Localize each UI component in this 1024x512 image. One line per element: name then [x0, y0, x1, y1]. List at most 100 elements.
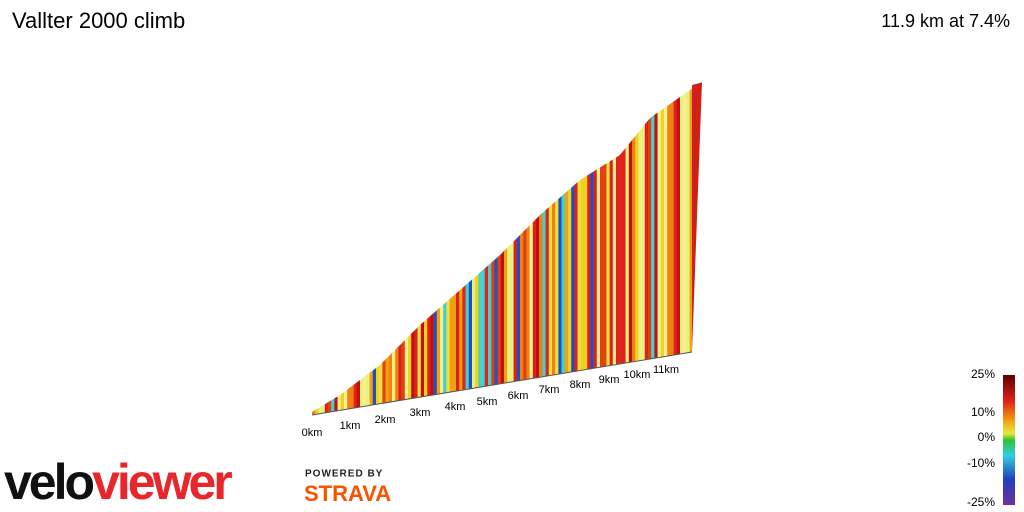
profile-stripe — [494, 256, 498, 385]
profile-stripe — [622, 147, 626, 364]
profile-stripe — [510, 241, 514, 383]
profile-stripe — [385, 356, 389, 403]
profile-stripe — [497, 254, 501, 385]
profile-stripe — [315, 407, 319, 415]
profile-stripe — [580, 177, 585, 371]
profile-stripe — [683, 92, 687, 354]
profile-stripe — [539, 212, 543, 378]
distance-label: 2km — [375, 414, 396, 426]
profile-stripe — [446, 298, 450, 393]
profile-stripe — [545, 207, 549, 377]
profile-stripe — [552, 201, 556, 376]
profile-stripe — [606, 161, 610, 367]
profile-stripe — [673, 99, 677, 356]
profile-stripe — [456, 290, 460, 392]
distance-label: 9km — [599, 374, 620, 386]
profile-stripe — [417, 324, 421, 398]
profile-stripe — [324, 402, 329, 413]
profile-stripe — [344, 389, 348, 410]
profile-stripe — [516, 234, 521, 382]
profile-stripe — [491, 259, 495, 386]
profile-stripe — [372, 367, 377, 405]
profile-stripe — [353, 382, 357, 409]
profile-stripe — [376, 365, 380, 405]
profile-stripe — [433, 310, 437, 395]
profile-stripe — [356, 379, 361, 408]
profile-stripe — [600, 165, 604, 368]
profile-stripe — [420, 321, 425, 397]
legend-label: 25% — [971, 367, 995, 381]
profile-stripe — [334, 396, 338, 412]
baseline — [311, 351, 693, 416]
profile-stripe — [664, 105, 668, 357]
profile-stripe — [616, 155, 620, 365]
profile-stripe — [318, 406, 322, 414]
profile-stripe — [488, 262, 492, 386]
profile-stripe — [532, 218, 537, 379]
profile-stripe — [481, 268, 485, 387]
profile-stripe — [651, 114, 655, 359]
profile-stripe — [468, 279, 473, 390]
profile-stripe — [660, 108, 665, 358]
profile-stripe — [478, 270, 482, 388]
profile-stripe — [590, 171, 594, 369]
profile-stripe — [337, 394, 341, 411]
profile-stripe — [427, 315, 431, 396]
profile-stripe — [436, 307, 441, 395]
profile-stripe — [465, 282, 469, 390]
legend-label: 0% — [978, 430, 996, 444]
profile-stripe — [340, 391, 345, 411]
profile-stripe — [414, 327, 418, 399]
profile-stripe — [648, 117, 652, 360]
profile-stripe — [542, 209, 546, 377]
profile-stripe — [571, 184, 575, 373]
profile-stripe — [328, 400, 332, 413]
profile-stripe — [577, 179, 581, 371]
profile-stripe — [484, 265, 489, 387]
profile-stripe — [500, 250, 505, 384]
distance-label: 0km — [302, 427, 323, 439]
profile-stripe — [564, 190, 569, 374]
profile-stripe — [379, 362, 383, 404]
profile-stripe — [654, 112, 658, 359]
profile-stripe — [593, 169, 597, 369]
profile-stripe — [321, 404, 325, 414]
profile-stripe — [635, 132, 639, 362]
profile-stripe — [568, 187, 572, 373]
distance-label: 6km — [508, 390, 529, 402]
distance-label: 1km — [340, 420, 361, 432]
profile-stripe — [472, 276, 476, 389]
distance-label: 3km — [410, 407, 431, 419]
profile-stripe — [424, 318, 428, 397]
profile-stripe — [689, 88, 692, 353]
profile-stripe — [504, 247, 508, 384]
legend-label: -10% — [967, 456, 995, 470]
profile-stripe — [584, 175, 588, 370]
profile-stripe — [644, 120, 649, 360]
profile-stripe — [401, 340, 405, 401]
profile-stripe — [612, 157, 617, 366]
profile-stripe — [638, 128, 642, 361]
profile-stripe — [459, 287, 463, 391]
profile-stripe — [398, 343, 402, 401]
profile-stripe — [667, 103, 671, 357]
profile-stripe — [513, 238, 517, 382]
profile-stripe — [360, 377, 364, 408]
profile-stripe — [430, 312, 434, 396]
legend: 25% 10% 0% -10% -25% — [967, 367, 995, 509]
legend-label: -25% — [967, 495, 995, 509]
profile-stripe — [596, 167, 601, 368]
profile-stripe — [587, 173, 591, 370]
profile-stripe — [347, 387, 351, 410]
profile-stripe — [619, 151, 623, 365]
profile-stripe — [443, 301, 447, 394]
profile-stripe — [676, 96, 681, 355]
distance-label: 10km — [624, 369, 651, 381]
profile-stripe — [388, 352, 393, 403]
logo-velo: velo — [4, 454, 94, 510]
distance-axis: 0km 1km 2km 3km 4km 5km 6km 7km 8km 9km 10km 11km — [302, 364, 679, 439]
logo: veloviewer — [4, 454, 232, 510]
profile-stripe — [609, 159, 613, 366]
profile-stripe — [686, 90, 690, 353]
profile-stripe — [404, 336, 409, 400]
